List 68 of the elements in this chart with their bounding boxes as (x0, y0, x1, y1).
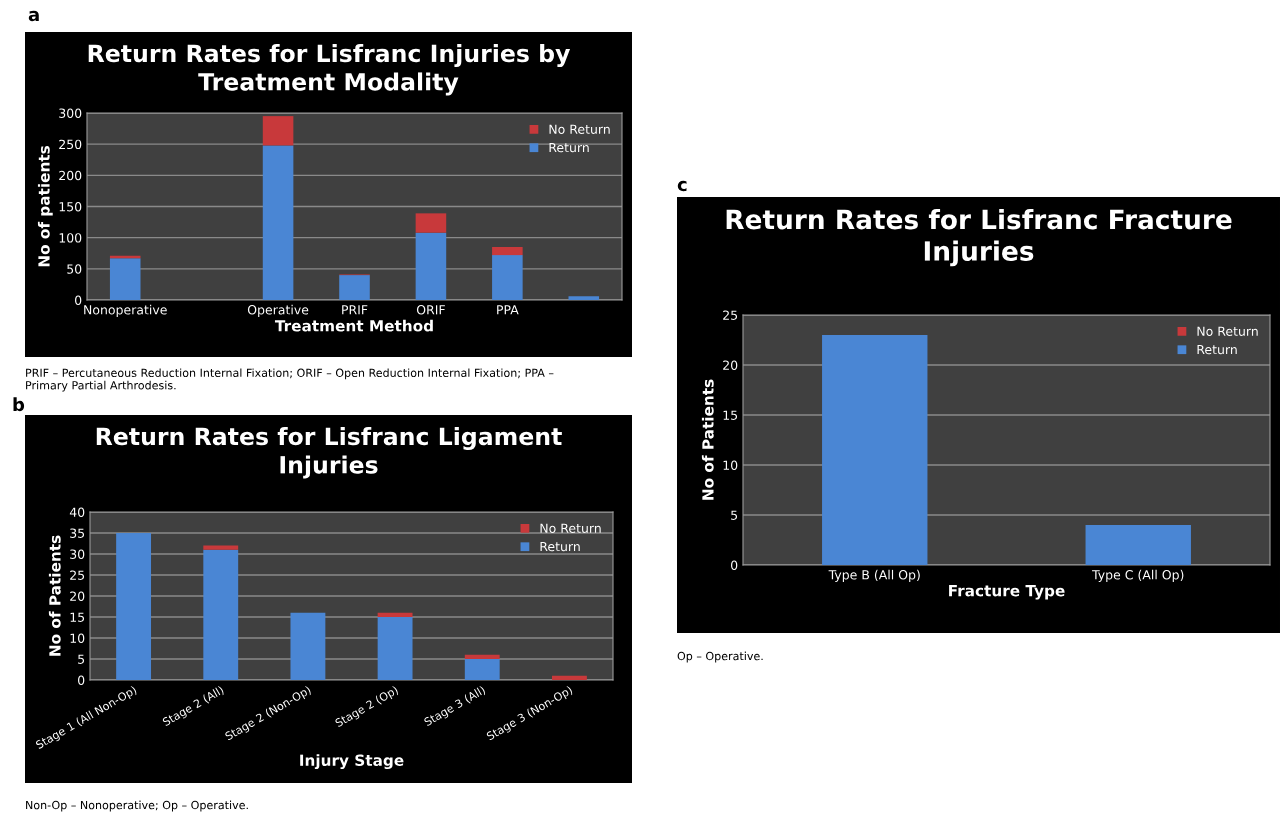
y-tick-label: 15 (723, 410, 738, 420)
bar (492, 255, 523, 300)
bar (464, 659, 500, 680)
y-tick-label: 10 (723, 460, 738, 470)
y-tick-label: 10 (70, 633, 85, 643)
bar (203, 545, 239, 550)
bar (415, 232, 447, 300)
chart-title: Return Rates for Lisfranc Fracture Injuries (726, 209, 1232, 267)
text: b (13, 397, 25, 412)
y-axis-title: No of patients (37, 145, 53, 267)
y-tick-label: 300 (59, 108, 82, 118)
y-axis-title: No of Patients (48, 535, 61, 656)
y-axis-title: No of Patients (701, 379, 714, 500)
x-axis-title: Injury Stage (300, 754, 404, 770)
x-tick-label: Nonoperative (84, 304, 167, 317)
x-tick-label: PRIF (342, 305, 368, 315)
y-tick-label: 200 (59, 170, 82, 181)
bar (377, 617, 413, 680)
x-tick-label: ORIF (416, 305, 445, 315)
y-tick-label: 50 (67, 264, 82, 274)
y-tick-label: 5 (78, 654, 85, 664)
y-tick-label: 20 (723, 360, 738, 370)
y-tick-label: 0 (75, 295, 82, 305)
bar (203, 549, 239, 680)
bar (262, 116, 294, 146)
y-tick-label: 100 (59, 233, 82, 243)
bar (568, 296, 600, 300)
bar (290, 612, 326, 680)
bar (116, 533, 152, 680)
x-tick-label: Type B (All Op) (828, 569, 920, 582)
legend-label: No Return (1197, 326, 1258, 336)
bar (109, 258, 141, 300)
y-tick-label: 0 (78, 675, 85, 685)
y-tick-label: 5 (731, 510, 738, 520)
y-tick-label: 15 (70, 612, 85, 622)
y-tick-label: 40 (69, 507, 85, 517)
legend-label: Return (1197, 344, 1237, 355)
y-tick-label: 250 (59, 139, 82, 150)
y-tick-label: 25 (70, 570, 85, 580)
y-tick-label: 30 (70, 549, 85, 559)
legend-label: No Return (540, 523, 601, 533)
bar (492, 247, 523, 256)
bar (377, 612, 413, 617)
text: Op – Operative. (677, 651, 763, 663)
x-tick-label: Type C (All Op) (1092, 569, 1184, 582)
text: a (28, 10, 39, 22)
text: Non-Op – Nonoperative; Op – Operative. (26, 800, 248, 812)
x-axis-title: Treatment Method (274, 319, 433, 332)
legend-label: Return (540, 541, 580, 552)
y-tick-label: 150 (59, 201, 82, 212)
bar (262, 145, 294, 300)
y-tick-label: 20 (70, 591, 85, 601)
legend-label: Return (549, 142, 589, 153)
text: c (677, 180, 687, 192)
bar (339, 275, 370, 300)
chart-title: Return Rates for Lisfranc Ligament Injuries (96, 427, 562, 479)
y-tick-label: 25 (723, 310, 738, 320)
y-tick-label: 0 (731, 560, 738, 570)
bar (464, 654, 500, 659)
legend-label: No Return (549, 124, 610, 134)
bar (551, 675, 587, 680)
x-tick-label: PPA (497, 305, 519, 315)
chart-title: Return Rates for Lisfranc Injuries by Treatment Modality (88, 44, 571, 96)
text: PRIF – Percutaneous Reduction Internal Fixation; ORIF – Open Reduction Internal Fixation; PPA – Primary Partial Arthrodesis. (26, 368, 554, 392)
y-tick-label: 35 (70, 528, 85, 538)
x-axis-title: Fracture Type (949, 585, 1065, 600)
x-tick-label: Operative (247, 304, 309, 317)
bar (415, 213, 447, 233)
